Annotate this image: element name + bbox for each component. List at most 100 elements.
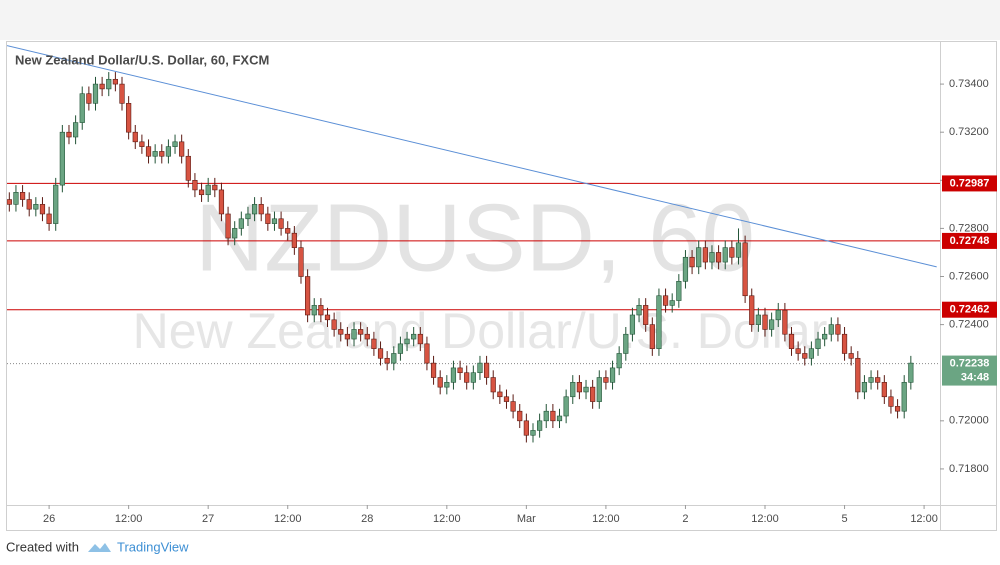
candle-body — [861, 382, 868, 393]
x-tick-label: 28 — [361, 513, 373, 525]
candle-body — [212, 184, 218, 191]
y-tick-label: 0.72000 — [949, 415, 989, 427]
candle-body — [172, 141, 178, 147]
candle-body — [106, 78, 112, 90]
candle-body — [397, 343, 404, 354]
candle-body — [563, 396, 569, 417]
candle-body — [802, 353, 808, 359]
footer-brand[interactable]: TradingView — [117, 539, 189, 554]
candle-body — [444, 382, 450, 388]
candle-body — [165, 146, 172, 157]
candle-body — [822, 333, 828, 340]
level-label: 0.72462 — [950, 304, 990, 316]
candle-body — [755, 314, 761, 325]
candle-body — [73, 122, 79, 138]
candle-body — [470, 372, 476, 383]
axes: 0.718000.720000.724000.726000.728000.730… — [43, 78, 997, 525]
trend-line — [7, 45, 937, 268]
candle-body — [828, 324, 834, 335]
candle-body — [19, 192, 26, 200]
candle-body — [245, 213, 251, 220]
candle-body — [702, 247, 708, 263]
candle-body — [901, 382, 907, 412]
candle-body — [324, 314, 331, 321]
candle-body — [258, 204, 264, 215]
candle-body — [318, 305, 324, 316]
y-tick-label: 0.72400 — [949, 319, 989, 331]
candle-body — [775, 309, 781, 321]
candle-body — [179, 141, 185, 157]
candle-body — [603, 377, 609, 383]
candle-body — [795, 348, 801, 354]
x-tick-label: Mar — [517, 513, 536, 525]
candle-body — [662, 295, 669, 306]
chart-title: New Zealand Dollar/U.S. Dollar, 60, FXCM — [15, 52, 269, 67]
candle-body — [351, 329, 357, 340]
candle-body — [629, 314, 636, 335]
candle-body — [815, 338, 821, 349]
candle-body — [59, 131, 65, 186]
candle-body — [908, 362, 914, 383]
candle-body — [99, 83, 105, 90]
candle-body — [92, 83, 99, 104]
candle-body — [238, 218, 244, 229]
candle-body — [808, 348, 815, 359]
candle-body — [437, 377, 443, 388]
candle-body — [364, 333, 370, 340]
candle-body — [835, 324, 841, 335]
candle-body — [205, 184, 211, 196]
level-label-box — [942, 301, 997, 318]
x-tick-label: 12:00 — [433, 513, 461, 525]
candle-body — [13, 192, 19, 205]
candle-body — [391, 353, 397, 364]
candle-body — [26, 199, 32, 210]
candle-body — [855, 357, 861, 393]
candle-body — [490, 377, 496, 393]
candle-body — [450, 367, 457, 383]
level-label-box — [942, 175, 997, 192]
candle-body — [769, 319, 775, 330]
candle-body — [132, 131, 138, 143]
plot — [7, 45, 940, 443]
candle-body — [53, 184, 59, 224]
candle-body — [404, 338, 410, 345]
x-tick-label: 12:00 — [115, 513, 143, 525]
candle-body — [682, 256, 689, 282]
candle-body — [430, 362, 437, 378]
top-strip — [0, 0, 1000, 40]
candle-body — [218, 189, 225, 215]
candle-body — [583, 386, 589, 393]
candle-body — [530, 430, 536, 436]
candle-body — [198, 189, 205, 196]
level-label-box — [942, 232, 997, 249]
candle-body — [46, 213, 52, 224]
x-tick-label: 12:00 — [274, 513, 302, 525]
level-label: 0.72987 — [950, 177, 990, 189]
candle-body — [464, 372, 470, 383]
candle-body — [517, 410, 523, 422]
candle-body — [742, 242, 748, 297]
candle-body — [503, 396, 510, 402]
x-tick-label: 12:00 — [592, 513, 620, 525]
candle-body — [689, 256, 695, 268]
candle-body — [782, 309, 788, 335]
candle-body — [311, 305, 317, 316]
candle-body — [86, 93, 92, 104]
candle-body — [643, 305, 649, 325]
candle-body — [265, 213, 271, 224]
candle-body — [875, 377, 881, 383]
candle-body — [609, 367, 616, 383]
candle-body — [119, 83, 125, 104]
candle-body — [298, 247, 304, 277]
candle-body — [185, 155, 191, 181]
candle-body — [417, 333, 423, 345]
candle-body — [868, 377, 874, 383]
candle-body — [590, 386, 596, 402]
candle-body — [676, 281, 682, 301]
candle-body — [715, 252, 722, 263]
x-tick-label: 12:00 — [751, 513, 779, 525]
y-tick-label: 0.71800 — [949, 463, 989, 475]
x-tick-label: 2 — [682, 513, 688, 525]
